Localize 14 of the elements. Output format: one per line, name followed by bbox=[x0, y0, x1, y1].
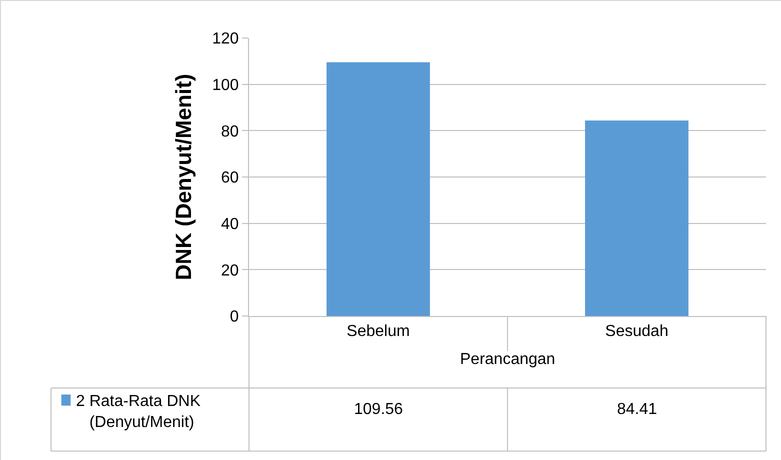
y-tick-label: 80 bbox=[221, 123, 239, 140]
legend-label: 2 Rata-Rata DNK (Denyut/Menit) bbox=[76, 393, 201, 431]
x-tick-label: Sesudah bbox=[605, 323, 668, 340]
y-tick-label: 120 bbox=[212, 30, 239, 48]
data-label: 109.56 bbox=[354, 401, 404, 418]
y-axis-title: DNK (Denyut/Menit) bbox=[170, 74, 196, 280]
data-label: 84.41 bbox=[617, 401, 658, 418]
y-tick-label: 0 bbox=[230, 308, 239, 326]
x-tick-label: Sebelum bbox=[346, 323, 410, 340]
y-tick-label: 20 bbox=[221, 262, 239, 280]
y-tick-label: 60 bbox=[221, 170, 239, 187]
y-tick-label: 40 bbox=[221, 216, 239, 233]
x-axis-title: Perancangan bbox=[460, 351, 556, 368]
y-tick-label: 100 bbox=[212, 76, 239, 94]
